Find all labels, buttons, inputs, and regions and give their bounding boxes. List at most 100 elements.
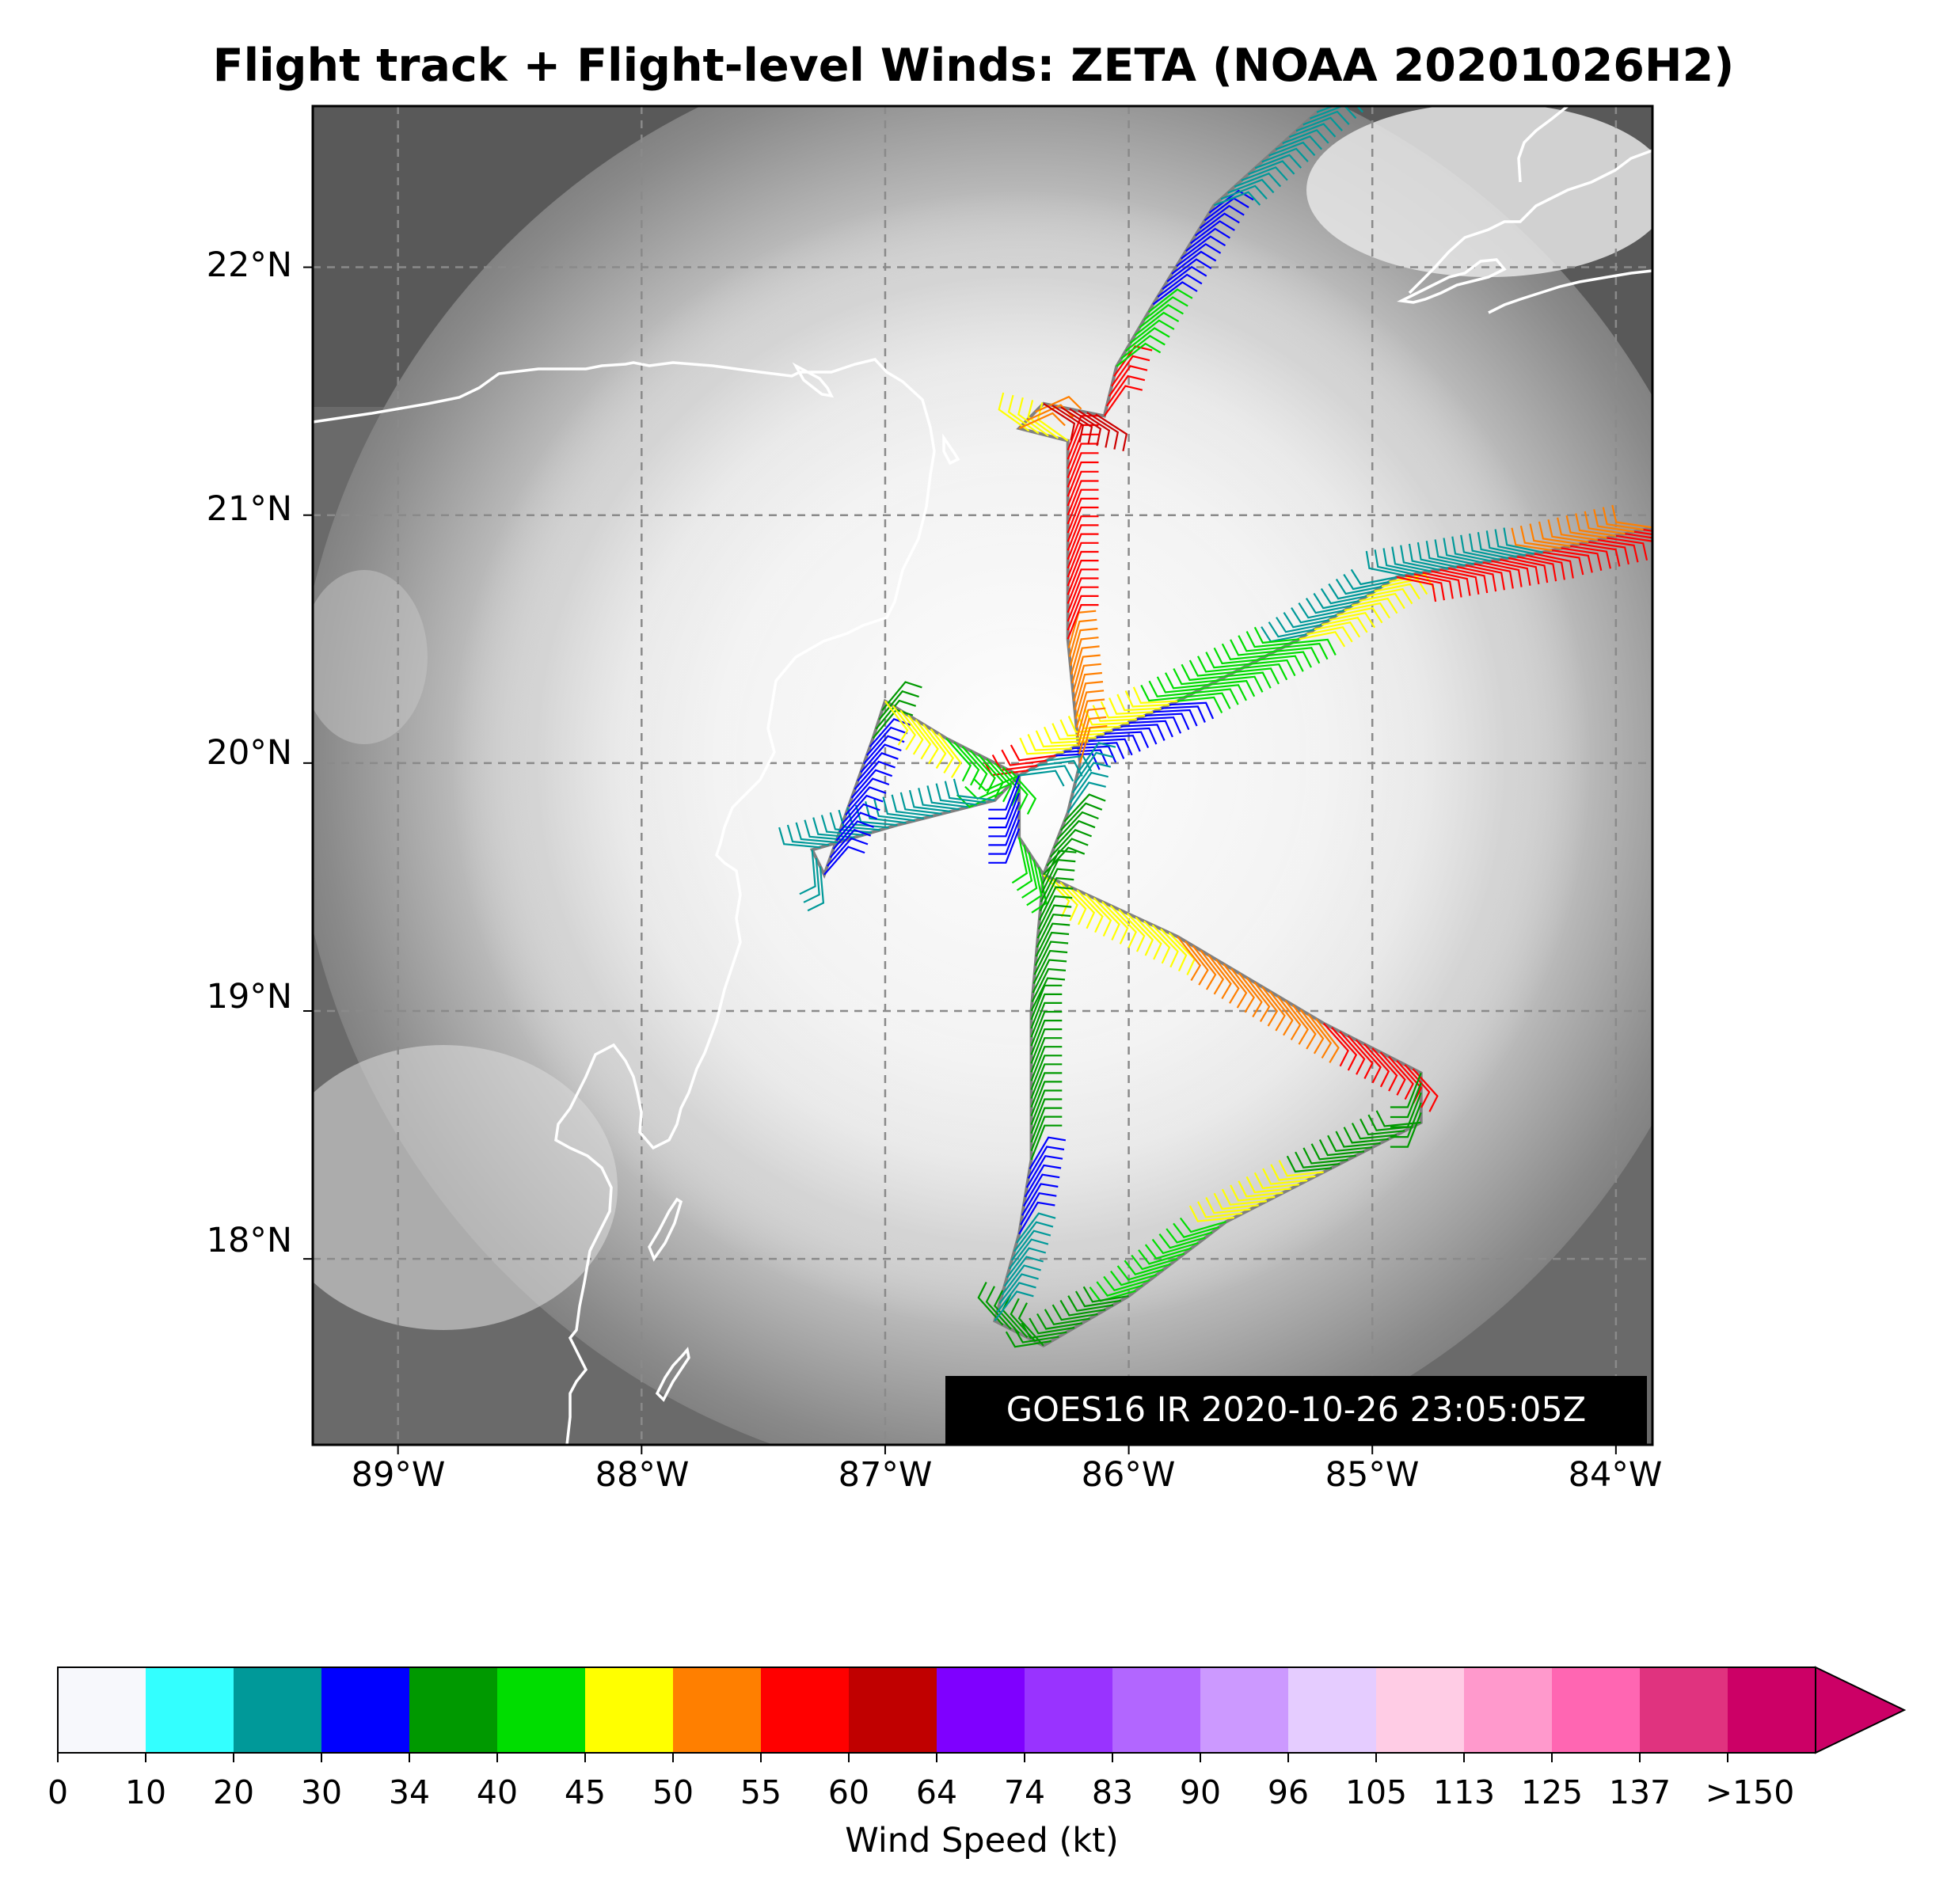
wind-barb xyxy=(1025,1154,1063,1188)
wind-barb xyxy=(1032,949,1068,984)
wind-barb xyxy=(1230,1184,1276,1202)
wind-barb xyxy=(1011,837,1029,884)
wind-barb xyxy=(1049,828,1093,858)
wind-barb xyxy=(1001,749,1047,766)
wind-barb xyxy=(1030,1028,1063,1064)
wind-barb xyxy=(1128,720,1173,738)
wind-barb xyxy=(1253,982,1279,1027)
wind-barb xyxy=(1039,877,1074,912)
wind-barb xyxy=(1027,400,1059,439)
wind-barb xyxy=(1031,967,1067,1002)
wind-barb xyxy=(1067,524,1099,560)
wind-barb xyxy=(1363,1043,1390,1088)
wind-barb xyxy=(1220,184,1268,200)
wind-barb xyxy=(1067,488,1099,525)
colorbar-tick-label: 64 xyxy=(915,1773,958,1811)
wind-barb xyxy=(1075,690,1105,728)
coastline-ambergris xyxy=(648,1197,683,1262)
wind-barb xyxy=(1500,558,1540,585)
cloud-patch-southwest xyxy=(313,1045,618,1330)
wind-barb xyxy=(1003,1256,1044,1287)
wind-barb xyxy=(1143,296,1188,321)
wind-barb xyxy=(1434,539,1474,565)
wind-barb xyxy=(978,754,1005,799)
wind-barb xyxy=(1103,1275,1150,1292)
wind-barb xyxy=(1027,1146,1065,1179)
wind-barb xyxy=(1254,154,1302,169)
wind-barb xyxy=(1104,731,1150,749)
wind-barb xyxy=(1181,235,1226,260)
wind-barb xyxy=(1538,521,1580,545)
wind-barb xyxy=(1245,977,1271,1022)
wind-barb xyxy=(1078,409,1111,448)
wind-barb xyxy=(1135,916,1162,960)
wind-barb xyxy=(1067,424,1099,460)
wind-barb xyxy=(1120,334,1166,359)
wind-barb xyxy=(1460,534,1500,561)
wind-barb xyxy=(937,733,962,778)
wind-barb xyxy=(1093,897,1120,941)
wind-barb xyxy=(1238,1180,1283,1198)
wind-barb xyxy=(945,737,972,782)
wind-barb xyxy=(1147,288,1193,314)
colorbar-tick-label: 50 xyxy=(652,1773,694,1811)
wind-barb xyxy=(1038,886,1074,921)
coastlines xyxy=(313,106,1652,1445)
wind-barb xyxy=(1076,698,1105,737)
wind-barb xyxy=(835,811,877,842)
wind-barb xyxy=(1291,1004,1317,1050)
wind-barb xyxy=(1295,1151,1340,1169)
lat-label-22: 22°N xyxy=(206,245,292,285)
wind-barb xyxy=(1250,659,1296,677)
wind-barb xyxy=(1390,1102,1422,1138)
wind-barb xyxy=(1266,651,1312,668)
wind-barb xyxy=(1035,395,1082,413)
coastline-cuba-north xyxy=(1517,106,1569,183)
wind-barb xyxy=(1078,716,1107,754)
wind-barb xyxy=(1030,1020,1063,1055)
wind-barb xyxy=(1151,924,1179,968)
wind-barb xyxy=(1035,730,1081,748)
wind-barb xyxy=(1030,1107,1063,1143)
wind-barb xyxy=(1046,838,1089,867)
wind-barb xyxy=(1201,684,1247,701)
wind-barb xyxy=(1156,676,1203,694)
wind-barb xyxy=(1597,538,1639,563)
lat-label-19: 19°N xyxy=(206,977,292,1017)
wind-barb xyxy=(1016,844,1033,891)
wind-barb xyxy=(1213,1192,1259,1210)
wind-barb xyxy=(1134,311,1180,336)
wind-barb xyxy=(1299,631,1346,648)
wind-barb xyxy=(1547,519,1589,543)
wind-barb xyxy=(1008,1238,1049,1270)
wind-barb xyxy=(1351,1123,1398,1140)
wind-barb xyxy=(1030,1089,1063,1126)
wind-barb xyxy=(1092,705,1137,722)
wind-barb xyxy=(1005,1331,1051,1348)
wind-barb xyxy=(953,778,995,801)
wind-barb xyxy=(832,820,874,850)
wind-barb xyxy=(850,769,893,799)
wind-barb xyxy=(1417,542,1458,568)
wind-barb xyxy=(1067,515,1099,551)
wind-barb xyxy=(1511,527,1553,552)
cloud-patch-west xyxy=(313,570,428,744)
wind-barb xyxy=(1245,1176,1291,1194)
wind-barb xyxy=(1173,1222,1220,1238)
colorbar-tick-label: 105 xyxy=(1344,1773,1408,1811)
wind-barb xyxy=(1310,1143,1356,1161)
colorbar-tick-label: 30 xyxy=(300,1773,343,1811)
wind-barb xyxy=(1382,548,1423,574)
wind-barb xyxy=(1390,1112,1422,1148)
wind-barb xyxy=(1067,480,1099,516)
wind-barb xyxy=(807,866,825,912)
wind-barb xyxy=(1625,533,1652,539)
wind-barb xyxy=(1451,536,1492,562)
wind-barb xyxy=(1611,504,1652,529)
wind-barb xyxy=(857,752,899,782)
wind-barb xyxy=(1310,106,1357,120)
wind-barb xyxy=(1542,551,1584,576)
coastline-island-1 xyxy=(792,362,835,398)
wind-barb xyxy=(1404,1064,1431,1108)
